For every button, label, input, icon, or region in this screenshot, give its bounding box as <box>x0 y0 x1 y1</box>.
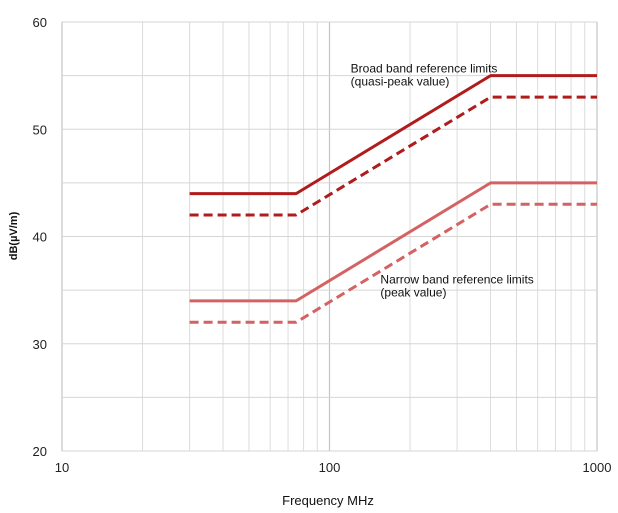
y-tick-label: 30 <box>33 337 47 352</box>
series-layer <box>189 74 597 324</box>
y-tick-label: 60 <box>33 15 47 30</box>
y-tick-label: 20 <box>33 444 47 459</box>
annotation-1: Broad band reference limits (quasi-peak v… <box>351 61 498 88</box>
y-tick-label: 50 <box>33 122 47 137</box>
series-line-narrow_peak <box>189 181 597 303</box>
grid <box>61 21 598 452</box>
x-tick-label: 100 <box>319 460 341 475</box>
x-tick-label: 10 <box>55 460 69 475</box>
tick-labels: 10 100 1000 20 30 40 50 60 <box>33 15 612 475</box>
x-axis-label: Frequency MHz <box>282 493 374 508</box>
y-tick-label: 40 <box>33 230 47 245</box>
x-tick-label: 1000 <box>583 460 612 475</box>
series-line-broad_qp <box>189 74 597 196</box>
annotation-2: Narrow band reference limits (peak value) <box>380 273 533 300</box>
annotations: Broad band reference limits (quasi-peak v… <box>351 61 534 299</box>
y-axis-label: dB(µV/m) <box>8 211 20 260</box>
